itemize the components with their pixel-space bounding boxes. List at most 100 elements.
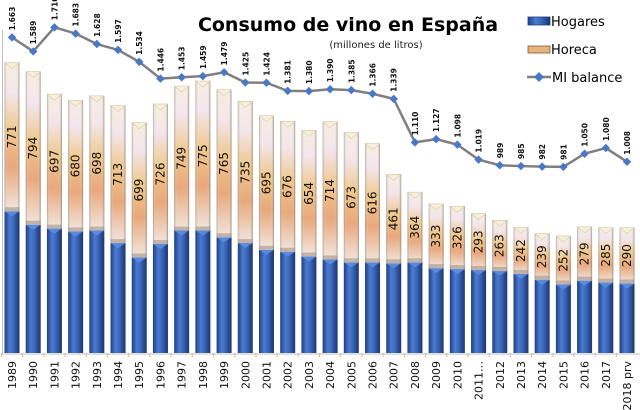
bar-hogares-2009 (428, 268, 444, 353)
x-tick-label: 2018 prv (621, 361, 634, 410)
line-marker-mi-balance (495, 161, 505, 170)
bar-horeca-base (449, 265, 465, 270)
bars-group: 771 794 697 680 698 713 699 726 749 775 765 735 695 6… (3, 62, 636, 353)
line-label-mi-balance: 1.446 (156, 48, 165, 72)
line-marker-mi-balance (50, 23, 59, 32)
bar-hogares-2010 (449, 269, 465, 353)
bar-horeca-shade (195, 81, 211, 231)
line-label-mi-balance: 1.098 (453, 114, 462, 138)
line-label-mi-balance: 1.127 (432, 108, 441, 132)
bar-horeca-bevel (173, 85, 190, 93)
bar-horeca-bevel (470, 213, 487, 220)
bar-horeca-base (598, 278, 614, 283)
x-tick-label: 2003 (303, 361, 316, 389)
line-label-mi-balance: 1.453 (178, 47, 187, 71)
x-tick-label: 2015 (557, 361, 570, 389)
bar-horeca-shade (619, 227, 635, 284)
bar-horeca-base (25, 220, 41, 225)
bar-horeca-base (534, 275, 550, 280)
line-label-mi-balance: 1.366 (369, 63, 378, 87)
x-tick-label: 1997 (176, 361, 189, 389)
bar-horeca-shade (428, 203, 444, 269)
bar-horeca-bevel (385, 174, 402, 181)
line-marker-mi-balance (92, 39, 102, 49)
bar-hogares-1997 (174, 230, 190, 353)
bar-horeca-shade (89, 95, 105, 231)
bar-horeca-base (619, 279, 635, 284)
bar-label-horeca: 242 (514, 239, 528, 262)
bar-hogares-2002 (280, 251, 296, 353)
bar-hogares-bevel (343, 262, 359, 268)
bar-hogares-bevel (513, 273, 529, 279)
line-marker-mi-balance (516, 161, 526, 171)
bar-horeca-bevel (427, 203, 445, 211)
bar-horeca-base (131, 253, 147, 258)
bar-horeca-shade (365, 143, 381, 263)
bar-hogares-bevel (237, 243, 253, 249)
bar-horeca-bevel (279, 121, 296, 128)
bar-label-horeca: 713 (111, 163, 125, 186)
bar-label-horeca: 794 (26, 137, 40, 160)
line-label-mi-balance: 1.534 (135, 31, 144, 55)
x-tick-label: 1994 (112, 361, 125, 389)
line-label-mi-balance: 1.380 (305, 60, 314, 84)
x-tick-label: 1996 (154, 361, 167, 389)
legend: Hogares Horeca MI balance (527, 15, 622, 86)
x-tick-label: 2009 (430, 361, 443, 389)
bar-horeca-bevel (300, 130, 318, 137)
bar-label-horeca: 695 (259, 171, 273, 194)
bar-hogares-bevel (555, 284, 571, 290)
line-label-mi-balance: 1.050 (581, 123, 590, 147)
line-label-mi-balance: 1.110 (411, 112, 420, 136)
bar-horeca-shade (301, 130, 317, 257)
bar-horeca-shade (174, 86, 190, 231)
bar-hogares-2004 (322, 259, 338, 353)
line-marker-mi-balance (368, 89, 377, 98)
bar-hogares-bevel (428, 268, 444, 274)
legend-label-hogares: Hogares (551, 15, 605, 30)
line-marker-mi-balance (537, 162, 547, 171)
legend-item-mi-balance[interactable]: MI balance (527, 71, 622, 86)
bar-hogares-2005 (343, 262, 359, 353)
bar-hogares-2007 (386, 263, 402, 353)
bar-label-horeca: 698 (90, 152, 104, 175)
bar-label-horeca: 333 (429, 225, 443, 248)
bar-hogares-bevel (449, 269, 465, 275)
bar-horeca-shade (46, 94, 62, 229)
legend-swatch-horeca (527, 45, 551, 54)
bar-horeca-base (577, 276, 593, 281)
x-tick-label: 1998 (197, 361, 210, 389)
bar-hogares-2001 (258, 249, 274, 353)
bar-hogares-1990 (25, 224, 41, 353)
bar-hogares-2011… (471, 270, 487, 353)
bar-label-horeca: 697 (47, 150, 61, 173)
line-marker-mi-balance (177, 72, 186, 82)
legend-label-mi-balance: MI balance (552, 71, 622, 86)
line-marker-mi-balance (410, 138, 420, 147)
bar-label-horeca: 673 (344, 186, 358, 209)
x-tick-label: 1999 (218, 361, 231, 389)
line-label-mi-balance: 1.080 (602, 117, 611, 141)
line-marker-mi-balance (7, 33, 17, 42)
line-marker-mi-balance (389, 94, 398, 104)
x-tick-label: 2011… (473, 361, 486, 400)
bar-label-horeca: 326 (450, 226, 464, 249)
line-label-mi-balance: 1.008 (623, 131, 632, 155)
line-label-mi-balance: 1.385 (347, 59, 356, 83)
bar-horeca-shade (216, 89, 232, 238)
line-label-mi-balance: 982 (538, 144, 547, 160)
bar-horeca-bevel (3, 62, 21, 69)
legend-item-horeca[interactable]: Horeca (527, 43, 597, 58)
bar-horeca-shade (68, 100, 84, 232)
x-tick-label: 2013 (515, 361, 528, 389)
line-marker-mi-balance (283, 86, 292, 96)
bar-horeca-base (555, 280, 571, 285)
bar-horeca-shade (492, 220, 508, 272)
legend-item-hogares[interactable]: Hogares (527, 15, 605, 30)
x-tick-label: 2010 (451, 361, 464, 389)
bar-hogares-bevel (322, 259, 338, 265)
line-label-mi-balance: 981 (559, 144, 568, 160)
bar-hogares-1989 (4, 211, 20, 353)
bar-horeca-shade (343, 132, 359, 263)
bar-horeca-bevel (618, 227, 636, 234)
